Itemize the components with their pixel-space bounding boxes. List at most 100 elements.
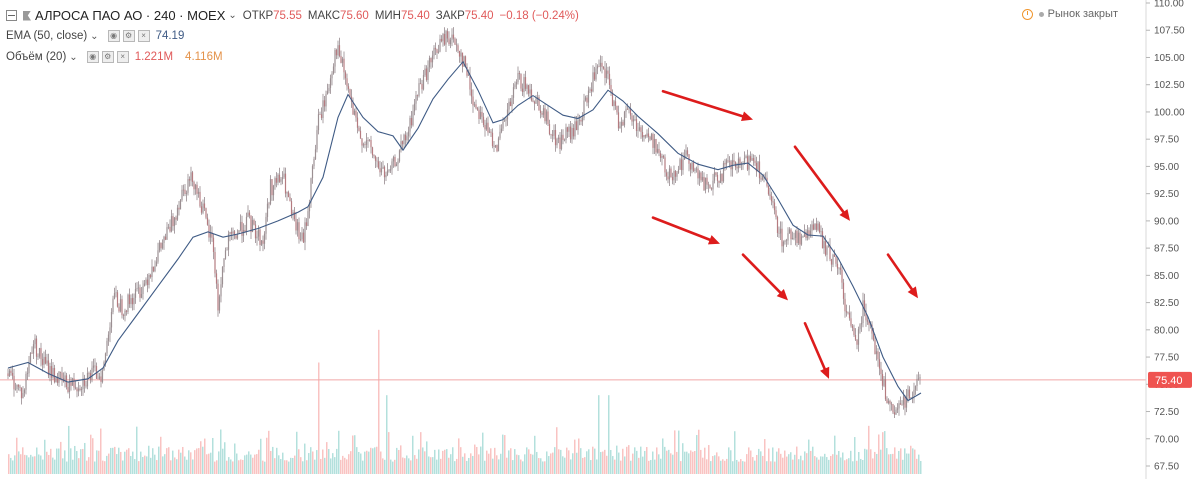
- candle-body: [154, 266, 156, 272]
- candle-body: [25, 373, 27, 390]
- chevron-down-icon[interactable]: ⌄: [69, 51, 78, 63]
- volume-bar: [738, 461, 740, 474]
- candle-body: [34, 338, 36, 345]
- candle-body: [496, 145, 498, 152]
- volume-bar: [488, 453, 490, 474]
- candle-body: [325, 94, 327, 107]
- volume-bar: [328, 449, 330, 474]
- volume-bar: [644, 450, 646, 474]
- volume-bar: [14, 455, 16, 474]
- candle-body: [328, 87, 330, 92]
- candle-body: [100, 376, 102, 382]
- candle-body: [868, 321, 870, 325]
- candle-body: [373, 155, 375, 157]
- chevron-down-icon[interactable]: ⌄: [90, 30, 99, 42]
- volume-bar: [786, 456, 788, 474]
- volume-bar: [140, 451, 142, 474]
- volume-bar: [206, 454, 208, 474]
- volume-bar: [392, 461, 394, 474]
- volume-bar: [670, 453, 672, 474]
- volume-bar: [424, 451, 426, 474]
- candle-body: [61, 372, 63, 379]
- volume-bar: [516, 454, 518, 474]
- volume-bar: [98, 450, 100, 474]
- candle-body: [541, 113, 543, 115]
- volume-bar: [54, 459, 56, 474]
- volume-bar: [452, 447, 454, 474]
- candle-body: [151, 266, 153, 278]
- volume-bar: [624, 456, 626, 474]
- candle-body: [409, 117, 411, 132]
- candle-body: [22, 393, 24, 399]
- volume-bar: [844, 460, 846, 474]
- candle-body: [785, 240, 788, 242]
- candle-body: [469, 74, 471, 90]
- candle-body: [680, 159, 683, 171]
- volume-bar: [660, 458, 662, 474]
- chevron-down-icon[interactable]: ⌄: [228, 10, 237, 21]
- candle-body: [55, 377, 57, 383]
- candle-body: [212, 237, 215, 253]
- gear-icon[interactable]: ⚙: [122, 30, 135, 42]
- volume-value: 1.221M: [134, 51, 174, 63]
- candle-body: [722, 163, 725, 182]
- volume-bar: [338, 430, 340, 474]
- collapse-icon[interactable]: [6, 10, 17, 21]
- volume-bar: [472, 455, 474, 474]
- volume-bar: [664, 446, 666, 474]
- volume-bar: [790, 452, 792, 474]
- volume-bar: [594, 448, 596, 474]
- candle-body: [67, 387, 69, 392]
- candle-body: [250, 215, 252, 233]
- volume-bar: [754, 460, 756, 474]
- volume-bar: [466, 460, 468, 474]
- symbol-name[interactable]: АЛРОСА ПАО АО · 240 · MOEX: [35, 8, 226, 23]
- candle-body: [19, 386, 21, 388]
- candle-body: [664, 157, 666, 173]
- volume-bar: [182, 446, 184, 474]
- price-axis[interactable]: 110.00 107.50 105.00 102.50 100.00 97.50 95.00…: [1146, 0, 1185, 473]
- volume-bar: [502, 434, 504, 474]
- flag-icon[interactable]: [23, 10, 31, 21]
- eye-icon[interactable]: ◉: [107, 30, 120, 42]
- candle-body: [88, 372, 90, 374]
- candle-body: [493, 146, 495, 147]
- candle-body: [35, 338, 38, 357]
- candle-body: [818, 223, 821, 233]
- candle-body: [644, 135, 647, 137]
- eye-icon[interactable]: ◉: [86, 51, 99, 63]
- candle-body: [902, 396, 905, 405]
- trend-arrow-head: [820, 366, 830, 379]
- volume-bar: [622, 448, 624, 474]
- volume-label[interactable]: Объём (20): [6, 51, 67, 63]
- volume-bar: [290, 457, 292, 474]
- volume-bar: [824, 453, 826, 474]
- candle-body: [845, 311, 848, 313]
- volume-bar: [884, 431, 886, 474]
- volume-bar: [542, 461, 544, 474]
- gear-icon[interactable]: ⚙: [101, 51, 114, 63]
- ema-label[interactable]: EMA (50, close): [6, 30, 88, 42]
- candle-body: [808, 230, 810, 236]
- volume-bar: [470, 453, 472, 474]
- candle-body: [820, 231, 822, 233]
- candle-body: [347, 86, 350, 89]
- volume-bar: [710, 461, 712, 474]
- volume-bar: [144, 455, 146, 474]
- candle-body: [622, 121, 624, 126]
- candle-body: [185, 192, 188, 194]
- volume-bar: [188, 450, 190, 474]
- close-icon[interactable]: ×: [116, 51, 129, 63]
- market-status[interactable]: Рынок закрыт: [1021, 8, 1118, 20]
- volume-bar: [50, 448, 52, 474]
- candle-body: [800, 236, 803, 245]
- volume-bar: [212, 437, 214, 474]
- candle-body: [482, 116, 485, 125]
- candle-body: [128, 294, 131, 305]
- volume-bar: [530, 453, 532, 474]
- candle-body: [790, 229, 792, 240]
- close-icon[interactable]: ×: [137, 30, 150, 42]
- volume-bar: [598, 395, 600, 474]
- volume-bar: [772, 447, 774, 474]
